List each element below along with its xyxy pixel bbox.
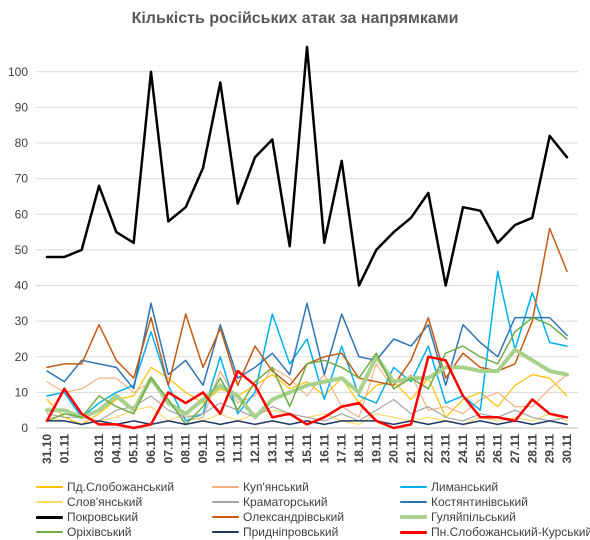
x-axis-ticks: 31.10 01.11 03.11 04.11 05.11 06.11 07.11 08.11… — [40, 434, 574, 464]
x-tick-label: 20.11 — [387, 434, 401, 464]
legend-item: Пд.Слобожанський — [36, 479, 174, 495]
y-tick-label: 50 — [15, 243, 29, 257]
x-tick-label: 28.11 — [525, 434, 539, 464]
legend-item: Слов'янський — [36, 494, 142, 510]
legend-label: Придніпровський — [243, 525, 339, 539]
series-line-9 — [45, 347, 569, 420]
x-tick-label: 21.11 — [404, 434, 418, 464]
y-tick-label: 100 — [8, 65, 28, 79]
x-tick-label: 30.11 — [560, 434, 574, 464]
legend-swatch — [212, 501, 239, 503]
x-tick-label: 09.11 — [196, 434, 210, 464]
x-tick-label: 04.11 — [109, 434, 123, 464]
legend-swatch — [212, 486, 239, 488]
legend-swatch — [400, 530, 427, 534]
x-tick-label: 10.11 — [213, 434, 227, 464]
series-line-6 — [46, 302, 568, 390]
legend-label: Олександрівський — [243, 510, 345, 524]
chart-title: Кількість російських атак за напрямками — [131, 10, 459, 27]
legend-swatch — [212, 531, 239, 533]
x-tick-label: 29.11 — [543, 434, 557, 464]
line-chart: 0 10 20 30 40 50 60 70 80 90 100 31.10 01.11 03.11 04… — [8, 45, 578, 464]
y-tick-label: 80 — [15, 136, 29, 150]
legend-label: Слов'янський — [67, 495, 143, 509]
legend-swatch — [400, 501, 427, 503]
x-tick-label: 12.11 — [248, 434, 262, 464]
x-tick-label: 27.11 — [508, 434, 522, 464]
y-tick-label: 20 — [15, 350, 29, 364]
legend-label: Лиманський — [431, 480, 499, 494]
x-tick-label: 01.11 — [57, 434, 71, 464]
legend-item: Лиманський — [400, 479, 498, 495]
gridlines — [36, 71, 578, 429]
legend-label: Пд.Слобожанський — [67, 480, 175, 494]
legend-label: Покровський — [67, 510, 139, 524]
legend-swatch — [36, 486, 63, 488]
series-line-10 — [46, 316, 568, 426]
x-tick-label: 07.11 — [161, 434, 175, 464]
series-lines — [45, 45, 569, 430]
legend-swatch — [212, 516, 239, 518]
y-tick-label: 70 — [15, 172, 29, 186]
legend-item: Краматорський — [212, 494, 328, 510]
x-tick-label: 06.11 — [144, 434, 158, 464]
series-line-2 — [46, 363, 568, 422]
y-tick-label: 0 — [21, 421, 28, 435]
legend-item: Пн.Слобожанський-Курський — [400, 524, 590, 540]
x-tick-label: 25.11 — [473, 434, 487, 464]
x-tick-label: 08.11 — [179, 434, 193, 464]
legend-swatch — [400, 486, 427, 488]
legend-label: Пн.Слобожанський-Курський — [431, 525, 590, 539]
legend-item: Олександрівський — [212, 509, 344, 525]
series-line-8 — [46, 227, 568, 387]
y-tick-label: 40 — [15, 279, 29, 293]
legend-label: Краматорський — [243, 495, 328, 509]
x-tick-label: 23.11 — [439, 434, 453, 464]
x-tick-label: 24.11 — [456, 434, 470, 464]
series-line-1 — [46, 366, 568, 425]
x-tick-label: 18.11 — [352, 434, 366, 464]
legend-label: Гуляйпільський — [431, 510, 516, 524]
x-tick-label: 16.11 — [317, 434, 331, 464]
y-tick-label: 10 — [15, 385, 29, 399]
legend-label: Костянтинівський — [431, 495, 528, 509]
series-line-7 — [45, 45, 569, 287]
x-tick-label: 15.11 — [300, 434, 314, 464]
legend-item: Куп'янський — [212, 479, 309, 495]
x-tick-label: 26.11 — [491, 434, 505, 464]
legend-swatch — [36, 531, 63, 533]
y-tick-label: 30 — [15, 314, 29, 328]
legend-item: Оріхівський — [36, 524, 132, 540]
y-axis-ticks: 0 10 20 30 40 50 60 70 80 90 100 — [8, 65, 28, 435]
x-tick-label: 22.11 — [421, 434, 435, 464]
series-line-3 — [46, 270, 568, 422]
x-tick-label: 03.11 — [92, 434, 106, 464]
legend-item: Костянтинівський — [400, 494, 528, 510]
x-tick-label: 14.11 — [283, 434, 297, 464]
series-line-12 — [45, 355, 569, 430]
series-line-11 — [46, 420, 568, 426]
legend-item: Гуляйпільський — [400, 509, 516, 525]
legend-swatch — [400, 515, 427, 519]
y-tick-label: 90 — [15, 100, 29, 114]
legend-swatch — [36, 515, 63, 519]
x-tick-label: 31.10 — [40, 434, 54, 464]
y-tick-label: 60 — [15, 207, 29, 221]
legend-label: Куп'янський — [243, 480, 309, 494]
legend-label: Оріхівський — [67, 525, 132, 539]
x-tick-label: 17.11 — [335, 434, 349, 464]
x-tick-label: 19.11 — [369, 434, 383, 464]
legend: Пд.Слобожанський Куп'янський Лиманський Сло… — [0, 479, 590, 540]
legend-item: Придніпровський — [212, 524, 338, 540]
x-tick-label: 05.11 — [127, 434, 141, 464]
legend-swatch — [36, 501, 63, 503]
x-tick-label: 13.11 — [265, 434, 279, 464]
legend-item: Покровський — [36, 509, 138, 525]
x-tick-label: 11.11 — [231, 434, 245, 463]
